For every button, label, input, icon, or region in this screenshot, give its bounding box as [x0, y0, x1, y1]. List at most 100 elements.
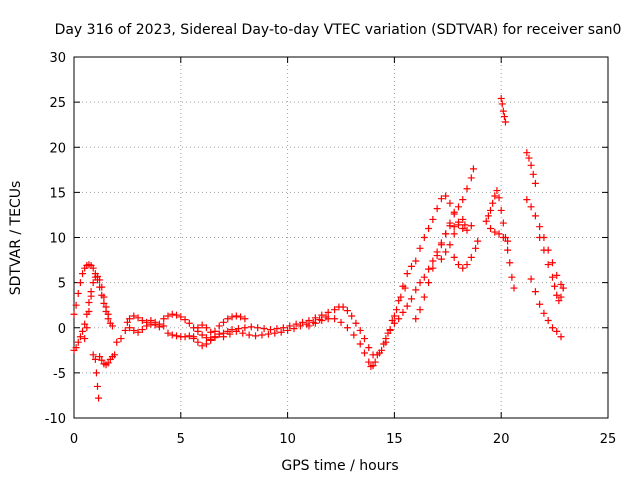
data-point: [527, 275, 535, 283]
x-tick-labels: 0 5 10 15 20 25: [70, 432, 616, 447]
data-point: [117, 335, 125, 343]
data-point: [202, 324, 210, 332]
data-point: [130, 326, 138, 334]
series-arc-20: [523, 196, 567, 292]
data-point: [454, 203, 462, 211]
data-point: [331, 306, 339, 314]
data-point: [100, 293, 108, 301]
data-point: [557, 280, 565, 288]
data-point: [102, 303, 110, 311]
data-point: [446, 241, 454, 249]
data-point: [523, 149, 531, 157]
data-point: [98, 356, 106, 364]
data-point: [72, 344, 80, 352]
y-tick-label: 25: [49, 96, 66, 111]
data-point: [271, 329, 279, 337]
data-point: [241, 315, 249, 323]
data-point: [459, 215, 467, 223]
data-point: [540, 246, 548, 254]
data-point: [76, 333, 84, 341]
data-point: [104, 310, 112, 318]
y-tick-label: -10: [45, 412, 66, 427]
data-point: [544, 261, 552, 269]
data-point: [91, 355, 99, 363]
data-point: [237, 313, 245, 321]
data-point: [348, 312, 356, 320]
data-point: [459, 196, 467, 204]
data-point: [267, 326, 275, 334]
data-point: [531, 179, 539, 187]
data-point: [495, 194, 503, 202]
data-point: [98, 283, 106, 291]
data-point: [339, 303, 347, 311]
data-point: [81, 335, 89, 343]
data-point: [474, 237, 482, 245]
data-point: [318, 317, 326, 325]
data-point: [553, 327, 561, 335]
data-point: [442, 230, 450, 238]
data-point: [299, 318, 307, 326]
data-point: [437, 195, 445, 203]
data-point: [360, 335, 368, 343]
y-axis-label: SDTVAR / TECUs: [8, 181, 24, 296]
data-point: [416, 279, 424, 287]
data-point: [395, 315, 403, 323]
data-point: [92, 369, 100, 377]
data-point: [463, 261, 471, 269]
x-tick-label: 0: [70, 432, 78, 447]
data-point: [296, 322, 304, 330]
data-point: [487, 206, 495, 214]
data-point: [123, 318, 131, 326]
data-point: [527, 203, 535, 211]
data-point: [198, 321, 206, 329]
y-tick-label: 10: [49, 232, 66, 247]
data-point: [493, 187, 501, 195]
data-point: [446, 199, 454, 207]
data-point: [420, 273, 428, 281]
data-point: [260, 325, 268, 333]
data-point: [72, 301, 80, 309]
data-point: [504, 237, 512, 245]
data-point: [536, 223, 544, 231]
data-point: [81, 320, 89, 328]
data-point: [390, 319, 398, 327]
data-point: [437, 241, 445, 249]
data-point: [284, 326, 292, 334]
data-point: [365, 358, 373, 366]
y-tick-label: 5: [58, 277, 66, 292]
data-point: [337, 318, 345, 326]
data-point: [454, 221, 462, 229]
data-point: [89, 351, 97, 359]
data-point: [510, 284, 518, 292]
series-arc-03: [81, 292, 119, 402]
x-tick-label: 10: [279, 432, 296, 447]
data-point: [234, 325, 242, 333]
data-point: [76, 279, 84, 287]
data-point: [241, 324, 249, 332]
chart-title: Day 316 of 2023, Sidereal Day-to-day VTE…: [55, 22, 622, 38]
data-point: [185, 319, 193, 327]
data-point: [181, 333, 189, 341]
data-point: [254, 324, 262, 332]
data-point: [498, 100, 506, 108]
data-point: [365, 344, 373, 352]
data-point: [277, 328, 285, 336]
data-point: [138, 317, 146, 325]
x-tick-label: 15: [386, 432, 403, 447]
data-point: [232, 312, 240, 320]
data-point: [555, 297, 563, 305]
data-point: [499, 219, 507, 227]
data-point: [531, 212, 539, 220]
data-point: [239, 329, 247, 337]
data-point: [382, 335, 390, 343]
data-point: [495, 230, 503, 238]
data-point: [356, 326, 364, 334]
data-point: [168, 310, 176, 318]
data-point: [463, 226, 471, 234]
x-tick-label: 5: [177, 432, 185, 447]
series-arc-18: [497, 95, 509, 126]
data-point: [70, 310, 78, 318]
data-point: [557, 333, 565, 341]
data-point: [173, 332, 181, 340]
data-point: [403, 302, 411, 310]
